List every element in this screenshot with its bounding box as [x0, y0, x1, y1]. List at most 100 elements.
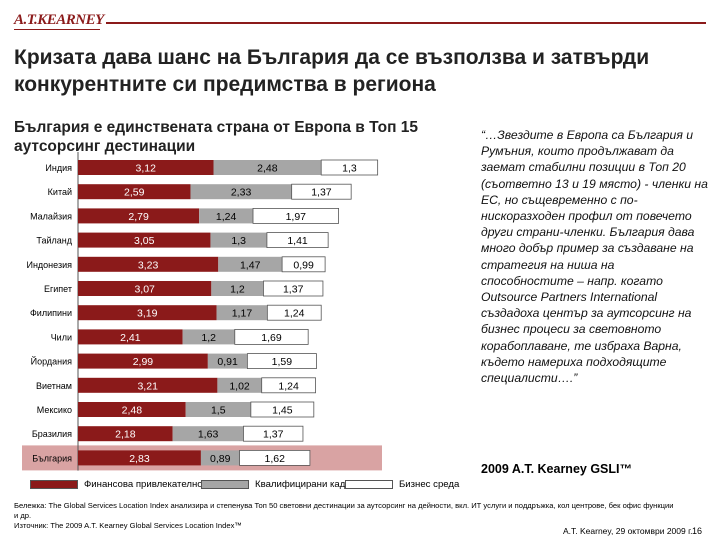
chart-subtitle: България е единствената страна от Европа… [14, 119, 419, 155]
quote-source: 2009 A.T. Kearney GSLI™ [481, 462, 632, 476]
bar-segment [261, 377, 316, 394]
bar-segment [213, 160, 322, 175]
slide-title: Кризата дава шанс на България да се възп… [14, 46, 650, 96]
legend-label-finance: Финансова привлекателност [84, 479, 212, 490]
bar-segment [239, 449, 311, 466]
legend-item-business: Бизнес среда [345, 479, 459, 490]
data-label: 2,48 [122, 405, 143, 417]
data-label: 1,47 [240, 259, 261, 271]
data-label: 1,37 [311, 187, 332, 199]
stacked-bar-chart: Индия 3,12 2,48 1,3 Китай 2,59 2,33 1,37 Малайзи… [22, 152, 382, 471]
bar-segment [320, 159, 379, 176]
bar-segment [78, 184, 191, 200]
data-label: 1,59 [272, 356, 293, 368]
data-label: 1,62 [265, 453, 286, 465]
data-label: 3,12 [136, 163, 157, 175]
data-label: 1,2 [201, 332, 216, 344]
legend-swatch-business [345, 480, 393, 489]
analyst-quote: “…Звездите в Европа са България и Румъни… [481, 128, 708, 386]
category-label: Тайланд [36, 236, 72, 246]
data-label: 3,23 [138, 259, 159, 271]
bar-segment [263, 280, 324, 297]
data-label: 2,83 [129, 453, 150, 465]
bar-segment [266, 304, 322, 321]
category-label: Египет [44, 284, 72, 294]
bar-segment [78, 208, 200, 224]
category-label: Мексико [37, 405, 72, 415]
bar-segment [266, 232, 329, 248]
bar-segment [190, 184, 292, 200]
bar-segment [217, 377, 262, 393]
bar-segment [218, 256, 283, 272]
data-label: 1,63 [198, 429, 219, 441]
data-label: 1,2 [230, 284, 245, 296]
category-label: Индия [45, 163, 72, 173]
bar-segment [252, 208, 339, 224]
legend-item-finance: Финансова привлекателност [30, 479, 212, 490]
bar-segment [172, 426, 244, 442]
category-label: Йордания [31, 356, 73, 367]
bar-segment [211, 281, 264, 296]
bar-segment [234, 328, 309, 345]
logo-underline [14, 29, 100, 30]
bar-segment [78, 450, 201, 466]
legend-swatch-finance [30, 480, 78, 489]
bar-segment [199, 208, 254, 224]
category-label: България [32, 453, 72, 463]
bar-segment [250, 401, 315, 418]
category-label: Китай [48, 187, 72, 197]
bar-segment [185, 402, 251, 417]
bar-segment [207, 353, 248, 369]
legend-label-business: Бизнес среда [399, 479, 460, 490]
bar-segment [78, 353, 208, 369]
footnote: Бележка: The Global Services Location In… [14, 501, 674, 531]
bar-segment [210, 232, 267, 248]
data-label: 1,02 [229, 380, 250, 392]
bar-segment [200, 450, 240, 466]
data-label: 1,17 [232, 308, 253, 320]
footer-date: A.T. Kearney, 29 октомври 2009 г. [563, 526, 693, 536]
data-label: 1,41 [287, 235, 308, 247]
data-label: 3,19 [137, 308, 158, 320]
data-label: 3,07 [134, 284, 155, 296]
data-label: 2,48 [257, 163, 278, 175]
bar-segment [78, 402, 186, 417]
data-label: 3,05 [134, 235, 155, 247]
bar-segment [78, 329, 183, 345]
bar-segment [182, 329, 235, 345]
bar-segment [78, 377, 218, 393]
data-label: 1,37 [283, 284, 304, 296]
company-logo: A.T.KEARNEY [14, 12, 104, 28]
data-label: 1,24 [284, 308, 305, 320]
legend-swatch-skills [201, 480, 249, 489]
category-label: Индонезия [26, 260, 72, 270]
page-number: 16 [692, 526, 703, 536]
data-label: 2,79 [128, 211, 149, 223]
bar-segment [78, 305, 217, 321]
bar-segment [291, 183, 352, 200]
category-label: Виетнам [36, 381, 72, 391]
category-label: Малайзия [30, 211, 72, 221]
data-label: 1,3 [231, 235, 246, 247]
data-label: 1,97 [286, 211, 307, 223]
data-label: 3,21 [137, 380, 158, 392]
bar-segment [78, 160, 214, 175]
legend-item-skills: Квалифицирани кадри [201, 479, 356, 490]
bar-segment [78, 256, 219, 272]
data-label: 1,24 [278, 380, 299, 392]
data-label: 1,37 [263, 429, 284, 441]
data-label: 1,45 [272, 405, 293, 417]
data-label: 2,99 [133, 356, 154, 368]
data-label: 1,69 [261, 332, 282, 344]
bar-segment [78, 426, 173, 442]
bar-segment [281, 256, 326, 273]
data-label: 2,33 [231, 187, 252, 199]
bar-segment [243, 425, 304, 442]
category-label: Филипини [30, 308, 72, 318]
data-label: 0,91 [217, 356, 238, 368]
bar-segment [78, 281, 212, 296]
data-label: 0,99 [293, 259, 314, 271]
footnote-source: Източник: The 2009 A.T. Kearney Global S… [14, 521, 242, 530]
footnote-note: Бележка: The Global Services Location In… [14, 501, 674, 520]
data-label: 2,59 [124, 187, 145, 199]
